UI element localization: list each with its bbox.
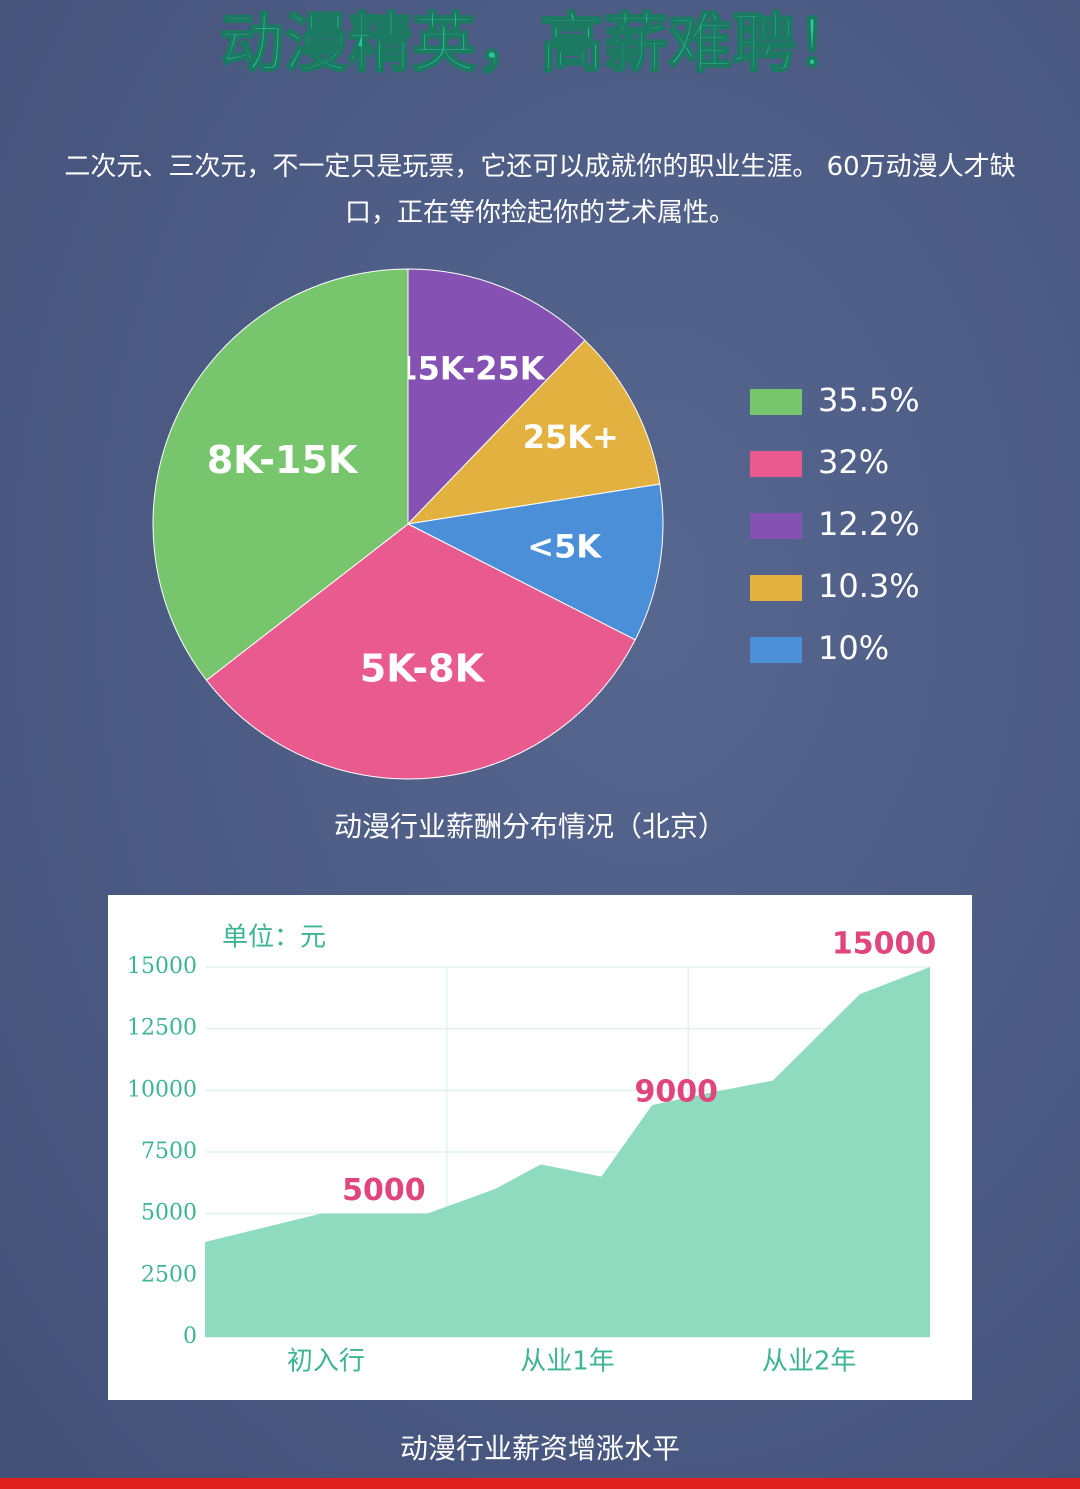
y-tick-label: 15000 bbox=[127, 954, 197, 979]
pie-slice bbox=[406, 339, 661, 525]
y-tick-label: 10000 bbox=[127, 1077, 197, 1102]
legend-label: 32% bbox=[818, 443, 889, 481]
x-tick-label: 从业1年 bbox=[520, 1347, 615, 1377]
legend-label: 10% bbox=[818, 629, 889, 667]
slice-label: 5K-8K bbox=[360, 647, 486, 691]
y-tick-label: 12500 bbox=[127, 1016, 197, 1041]
bottom-bar bbox=[0, 1478, 1080, 1489]
y-tick-label: 5000 bbox=[141, 1201, 197, 1226]
annotation: 5000 bbox=[342, 1173, 426, 1208]
legend-swatch bbox=[750, 451, 802, 477]
area bbox=[205, 967, 930, 1337]
title: 动漫精英，高薪难聘！ bbox=[220, 8, 860, 82]
y-tick-label: 0 bbox=[183, 1324, 197, 1349]
annotation: 15000 bbox=[832, 927, 936, 962]
y-tick-label: 7500 bbox=[141, 1139, 197, 1164]
legend-label: 12.2% bbox=[818, 505, 920, 543]
slice-label: 8K-15K bbox=[207, 438, 359, 482]
pie-slice bbox=[407, 268, 586, 526]
pie-slice bbox=[152, 268, 409, 681]
annotation: 9000 bbox=[635, 1075, 719, 1110]
legend-swatch bbox=[750, 513, 802, 539]
x-tick-label: 从业2年 bbox=[762, 1347, 857, 1377]
slice-label: <5K bbox=[527, 528, 602, 566]
legend-swatch bbox=[750, 575, 802, 601]
slice-label: 15K-25K bbox=[395, 349, 545, 387]
chart-caption: 动漫行业薪酬分布情况（北京） bbox=[334, 810, 726, 843]
y-axis-label: 单位：元 bbox=[222, 923, 326, 953]
legend-label: 35.5% bbox=[818, 381, 920, 419]
intro-text: 二次元、三次元，不一定只是玩票，它还可以成就你的职业生涯。 60万动漫人才缺口，… bbox=[64, 152, 1016, 228]
legend-swatch bbox=[750, 389, 802, 415]
slice-label: 25K+ bbox=[523, 418, 619, 456]
legend-swatch bbox=[750, 637, 802, 663]
legend-label: 10.3% bbox=[818, 567, 920, 605]
pie-slice bbox=[205, 523, 636, 780]
y-tick-label: 2500 bbox=[141, 1262, 197, 1287]
x-tick-label: 初入行 bbox=[287, 1347, 365, 1377]
pie-slice bbox=[406, 483, 664, 641]
chart-caption: 动漫行业薪资增涨水平 bbox=[400, 1432, 680, 1465]
